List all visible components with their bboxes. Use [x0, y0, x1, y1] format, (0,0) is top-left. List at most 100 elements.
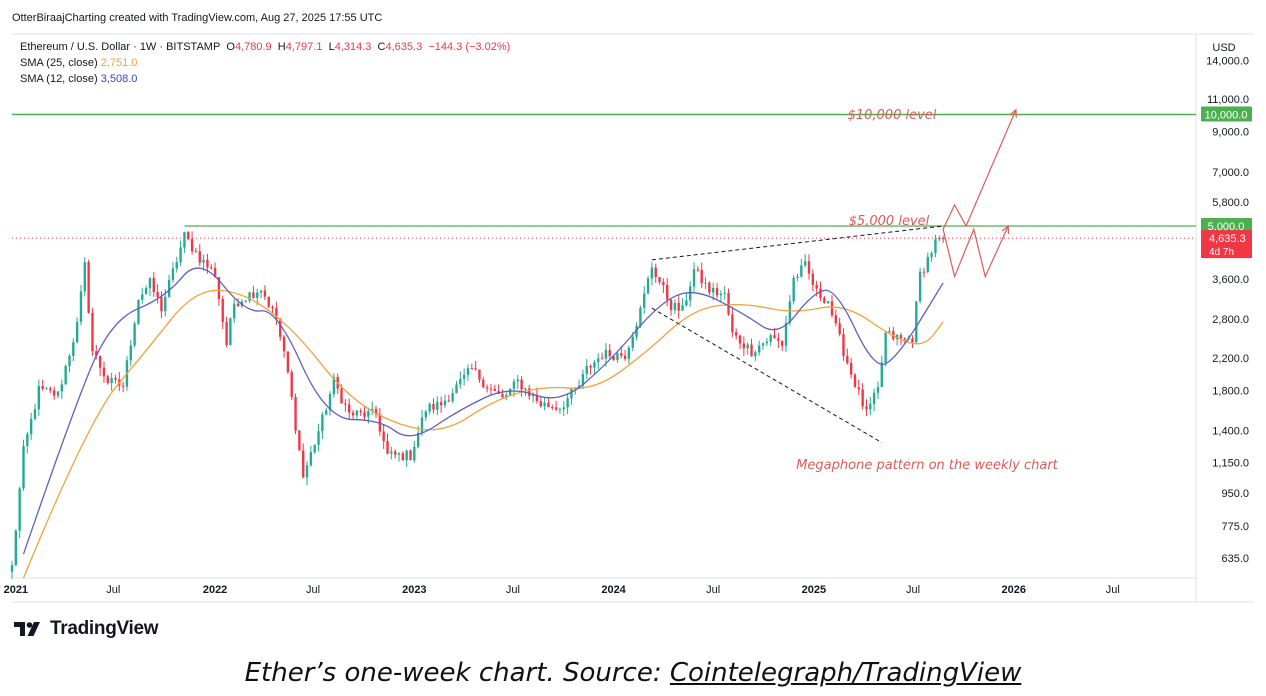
candle-body [838, 323, 841, 335]
x-tick-label: 2025 [802, 584, 826, 596]
candle [869, 396, 872, 416]
candle-body [493, 388, 496, 392]
symbol-title[interactable]: Ethereum / U.S. Dollar · 1W · BITSTAMP [20, 41, 221, 53]
candle-body [64, 365, 67, 385]
candle-body [328, 394, 332, 411]
candle-body [14, 530, 18, 566]
x-tick-label: 2024 [601, 584, 626, 596]
candle [424, 409, 428, 421]
y-tick-label: 1,800.0 [1212, 385, 1249, 397]
candle [589, 364, 592, 375]
candle-body [872, 392, 876, 404]
candle [83, 257, 86, 297]
candle-body [823, 297, 826, 304]
candle-body [114, 377, 117, 380]
candle-body [811, 273, 815, 285]
price-labels: 10,000.0 5,000.04,635.3 4d 7h [1201, 106, 1252, 259]
candle [41, 379, 44, 391]
candle [167, 274, 171, 298]
candle [148, 277, 152, 297]
candle [700, 262, 703, 289]
low-value: 4,314.3 [334, 41, 372, 53]
last-price-tag-bg [1201, 230, 1252, 259]
candle-body [562, 407, 565, 410]
y-tick-label: 775.0 [1221, 521, 1249, 533]
candle [45, 387, 48, 390]
candle [581, 369, 585, 390]
candle [742, 336, 746, 356]
candle [202, 254, 205, 271]
y-tick-label: 7,000.0 [1212, 167, 1249, 179]
candle-body [696, 269, 700, 271]
candle-body [639, 307, 642, 327]
candle [880, 355, 883, 388]
candle-body [723, 292, 726, 294]
candle [210, 264, 213, 270]
x-tick-label: Jul [306, 584, 320, 596]
candle [321, 411, 324, 440]
candle [892, 326, 895, 341]
candle [784, 315, 788, 353]
candle [600, 352, 604, 360]
candle-body [462, 374, 466, 379]
candle [478, 369, 481, 383]
candle-body [777, 338, 780, 341]
sma12-row[interactable]: SMA (12, close) 3,508.0 [20, 71, 510, 87]
candle [121, 381, 125, 393]
candle-body [853, 374, 857, 388]
projection-bull-path [942, 109, 1017, 230]
candle [298, 429, 301, 451]
level-label-5000: 5,000.0 [1208, 221, 1245, 233]
candle [405, 449, 408, 467]
annotation-5000-level: $5,000 level [849, 214, 930, 229]
candle [244, 299, 247, 303]
candle-body [819, 288, 822, 298]
candle-body [585, 366, 588, 374]
candle [451, 388, 454, 404]
candle [884, 332, 887, 367]
candle [194, 247, 198, 253]
candle-body [918, 271, 922, 302]
candle-body [742, 343, 746, 349]
caption-source-link[interactable]: Cointelegraph/TradingView [669, 658, 1022, 688]
candle [853, 372, 857, 388]
sma25-line [22, 289, 944, 579]
candle-body [206, 259, 209, 268]
candle-body [681, 305, 684, 311]
candle [248, 291, 251, 303]
candle-body [221, 298, 224, 322]
candle-body [279, 319, 282, 337]
candle [593, 359, 596, 376]
candle-body [807, 261, 811, 274]
candle-body [83, 262, 86, 292]
candle [865, 399, 868, 417]
candle [183, 231, 186, 254]
candle-body [508, 388, 512, 396]
candle [102, 361, 106, 383]
sma25-row[interactable]: SMA (25, close) 2,751.0 [20, 55, 510, 71]
candle [355, 409, 359, 420]
candle-body [796, 276, 799, 278]
candle-body [309, 452, 313, 466]
y-tick-label: 14,000.0 [1206, 55, 1249, 67]
candle-body [332, 377, 336, 395]
candle [187, 231, 190, 241]
candle-body [708, 282, 711, 293]
candle-body [390, 451, 393, 454]
candle [152, 271, 155, 297]
candle-body [746, 344, 749, 349]
candle-body [248, 292, 251, 301]
candle-body [26, 434, 29, 446]
candles [10, 231, 945, 580]
candle-body [938, 237, 941, 240]
candle [723, 285, 726, 300]
candle [267, 296, 270, 308]
candle [508, 388, 512, 397]
tradingview-logo[interactable]: TradingView [14, 618, 159, 640]
price-chart[interactable]: USD 14,000.0 11,000.0 9,000.0 7,000.0 5,800.… [0, 0, 1266, 610]
candle-body [256, 292, 259, 298]
candle-body [271, 306, 274, 309]
candle [294, 393, 297, 435]
candle [727, 288, 730, 316]
candle [416, 425, 420, 449]
